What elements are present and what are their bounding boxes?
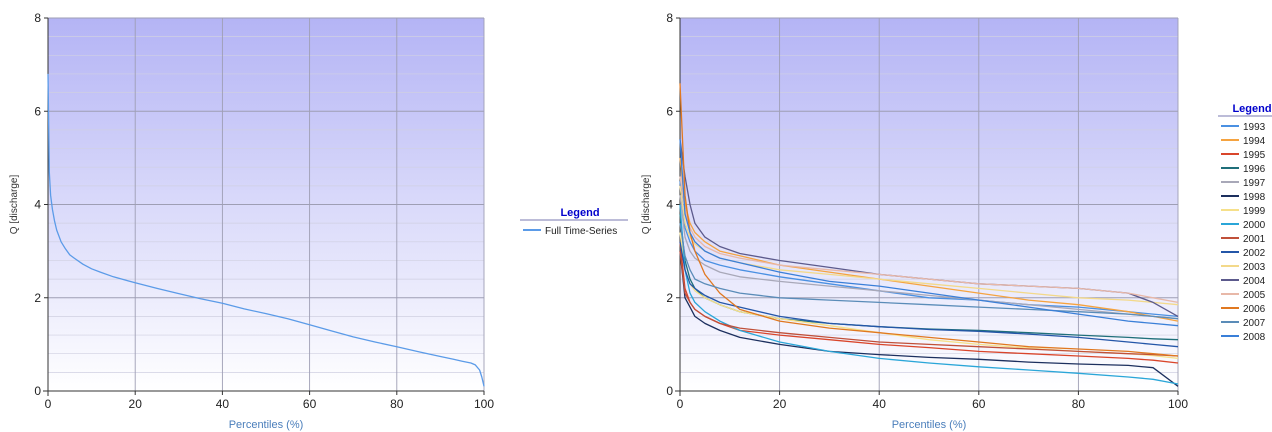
x-tick-label: 20 (773, 397, 787, 411)
y-axis-title: Q [discharge] (641, 175, 652, 235)
y-axis-title: Q [discharge] (9, 175, 20, 235)
legend-entry: 2002 (1243, 248, 1266, 259)
legend-entry: 1995 (1243, 150, 1266, 161)
y-tick-label: 4 (34, 198, 41, 212)
legend: Legend Full Time-Series (520, 207, 628, 237)
legend-entry: 1998 (1243, 192, 1266, 203)
legend-entry: 1999 (1243, 206, 1266, 217)
y-tick-label: 2 (34, 291, 41, 305)
series-line-2000 (679, 204, 1179, 385)
x-tick-label: 0 (45, 397, 52, 411)
series-line-2002 (679, 241, 1179, 348)
legend-entry: 1996 (1243, 164, 1266, 175)
legend-entry: 2008 (1243, 332, 1266, 343)
series-line-1997 (679, 195, 1179, 320)
legend: Legend 1993 1994 1995 1996 1997 1998 1999 2000 20… (1218, 103, 1272, 343)
legend-entry: 2001 (1243, 234, 1266, 245)
legend-entry: Full Time-Series (545, 226, 617, 237)
y-tick-label: 8 (34, 11, 41, 25)
y-tick-label: 4 (666, 198, 673, 212)
series-line-2003 (679, 185, 1179, 306)
y-tick-label: 8 (666, 11, 673, 25)
x-axis-title: Percentiles (%) (892, 419, 967, 431)
series-line-2007 (679, 223, 1179, 320)
series-line-1994 (679, 157, 1179, 322)
series-line-2005 (679, 176, 1179, 304)
x-tick-label: 60 (972, 397, 986, 411)
series-line-2006 (679, 83, 1179, 357)
x-tick-label: 80 (390, 397, 404, 411)
series-line-2001 (679, 251, 1179, 357)
legend-entry: 2007 (1243, 318, 1266, 329)
y-tick-label: 6 (666, 104, 673, 118)
legend-entry: 2006 (1243, 304, 1266, 315)
y-tick-label: 0 (666, 384, 673, 398)
x-tick-label: 80 (1072, 397, 1086, 411)
legend-entry: 1994 (1243, 136, 1266, 147)
y-tick-label: 0 (34, 384, 41, 398)
x-tick-label: 40 (216, 397, 230, 411)
y-tick-label: 6 (34, 104, 41, 118)
legend-title: Legend (560, 207, 599, 219)
series-line-full-time-series (47, 73, 485, 387)
series-line-2008 (679, 139, 1179, 327)
legend-entry: 2004 (1243, 276, 1266, 287)
legend-entry: 2003 (1243, 262, 1266, 273)
series-line-1993 (679, 181, 1179, 318)
legend-entry: 1997 (1243, 178, 1266, 189)
legend-title: Legend (1232, 103, 1271, 115)
x-tick-label: 0 (677, 397, 684, 411)
x-tick-label: 20 (129, 397, 143, 411)
y-tick-label: 2 (666, 291, 673, 305)
x-tick-label: 100 (474, 397, 494, 411)
x-tick-label: 60 (303, 397, 317, 411)
x-axis-title: Percentiles (%) (229, 419, 304, 431)
legend-entry: 2005 (1243, 290, 1266, 301)
legend-entry: 2000 (1243, 220, 1266, 231)
x-tick-label: 100 (1168, 397, 1188, 411)
x-tick-label: 40 (873, 397, 887, 411)
legend-entry: 1993 (1243, 122, 1266, 133)
